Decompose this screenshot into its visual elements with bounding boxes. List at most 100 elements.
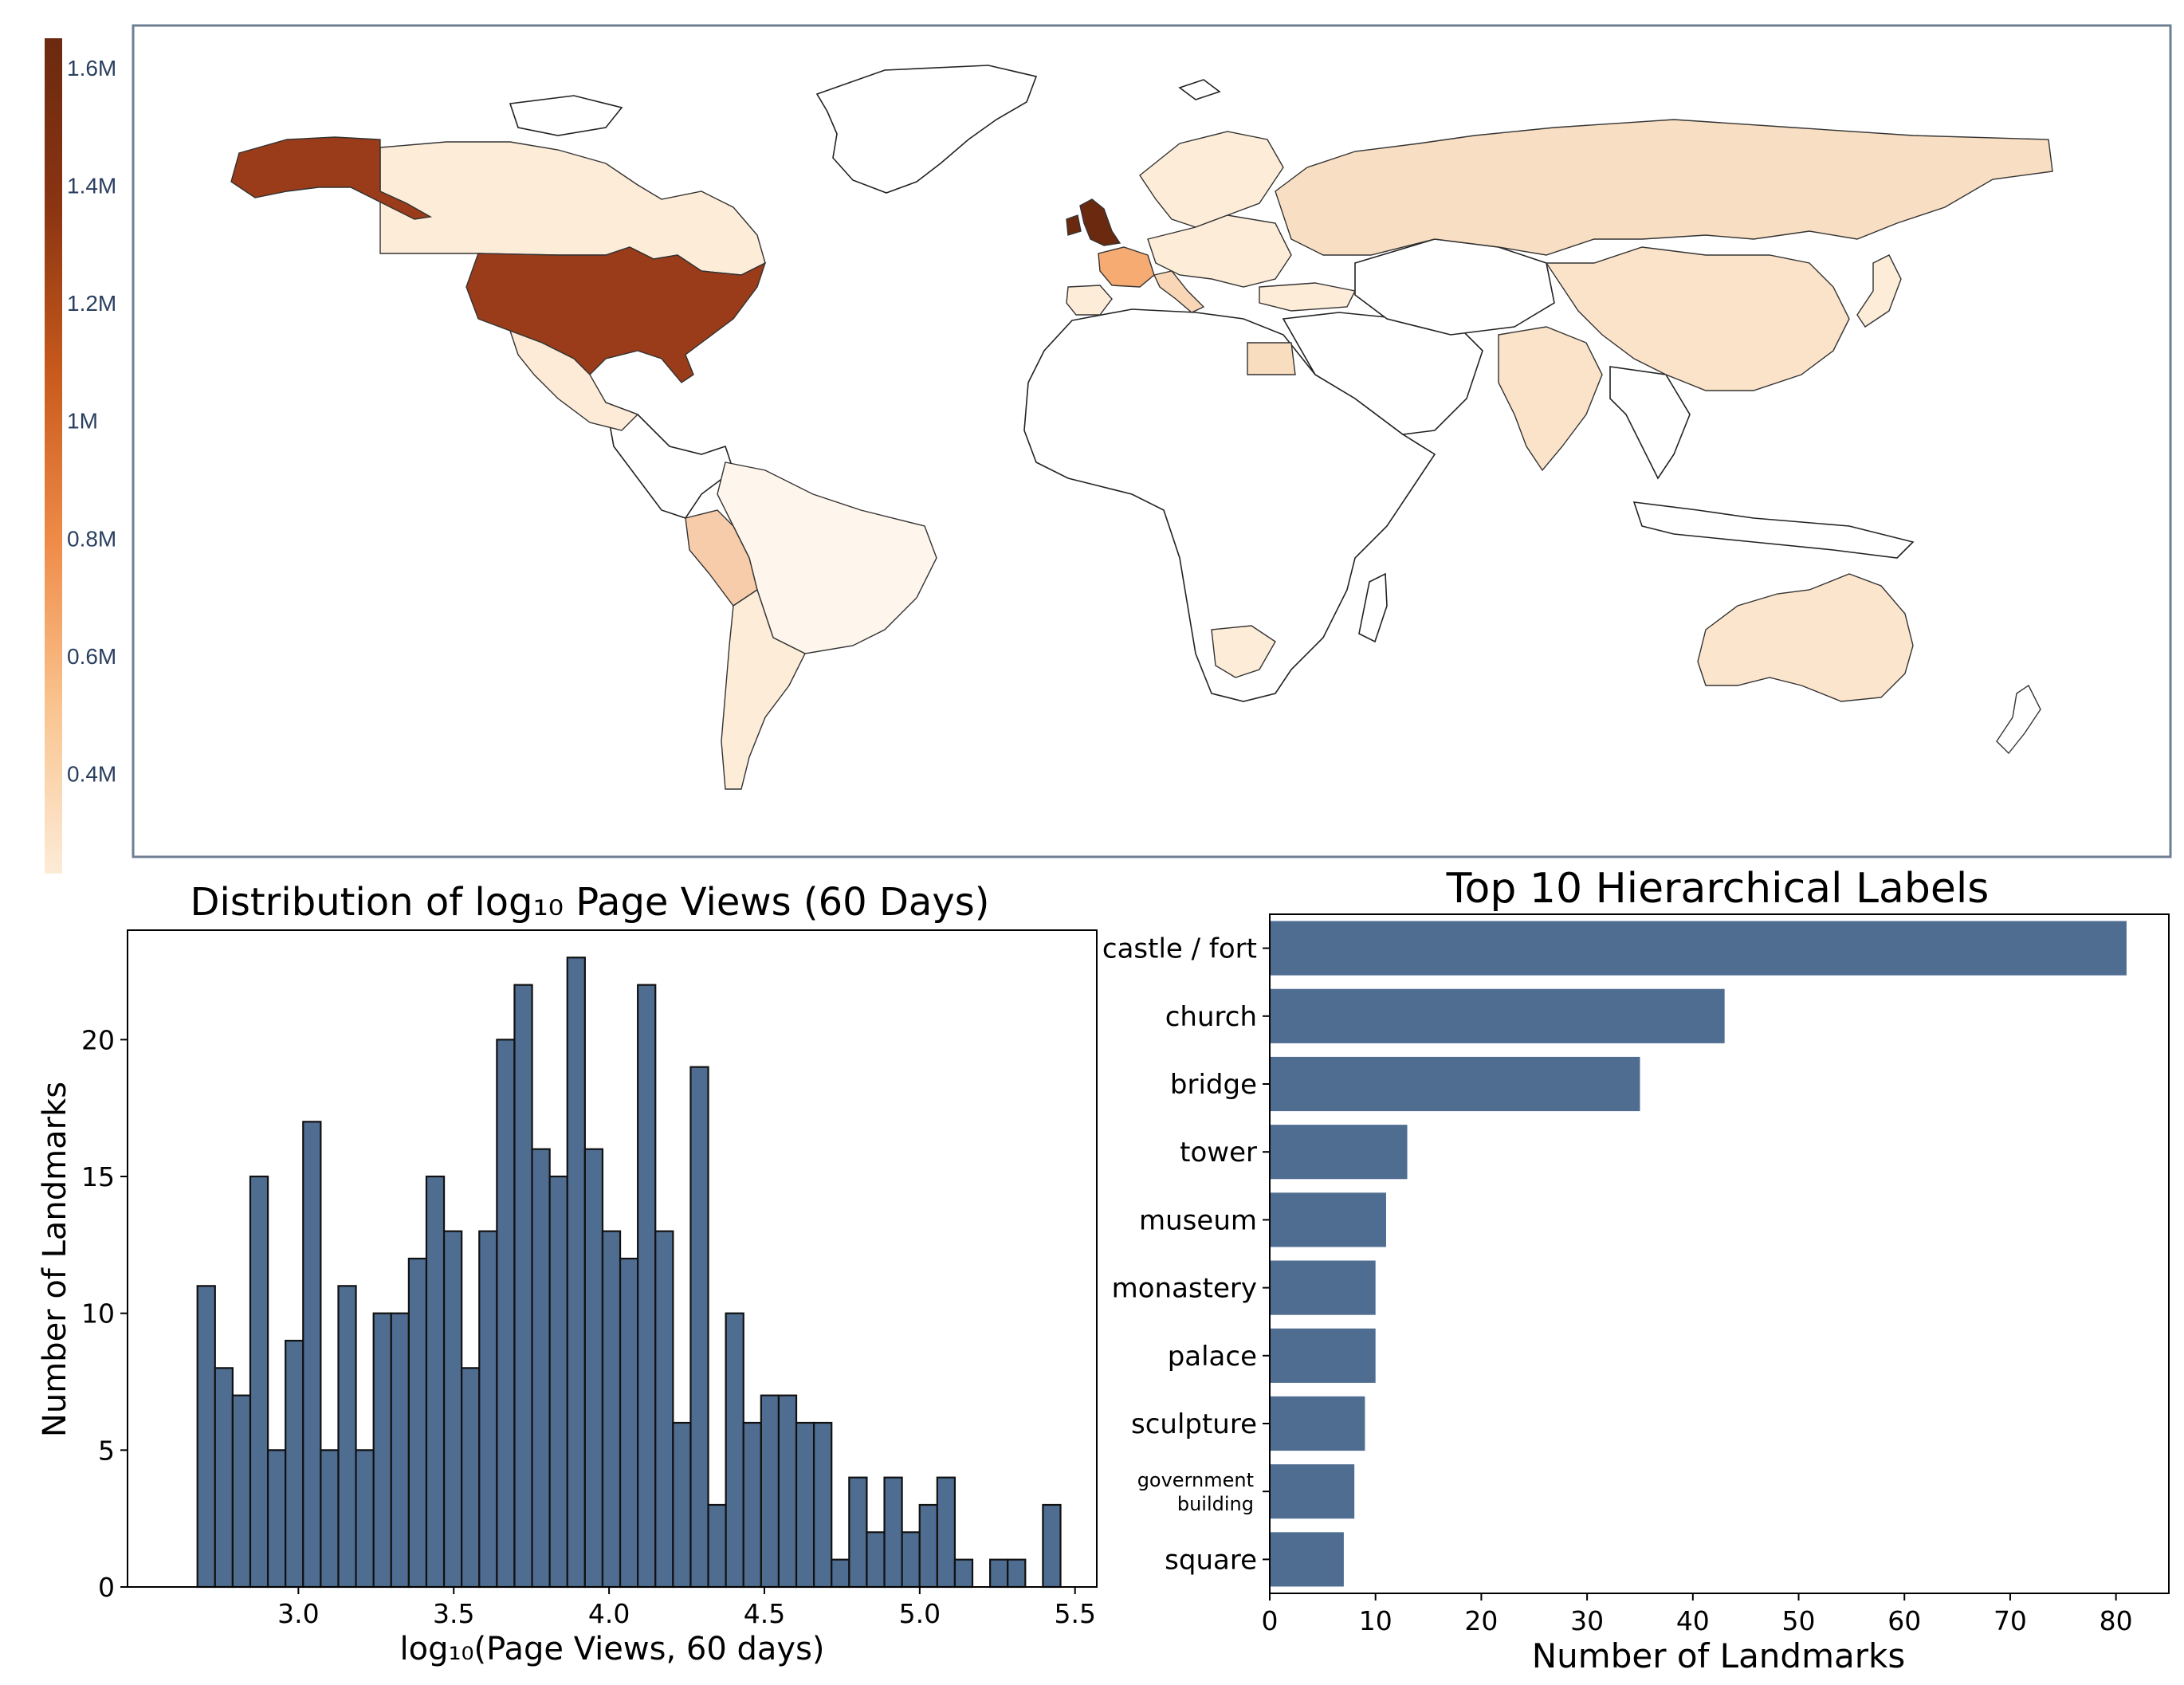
- histogram-bar: [601, 1230, 622, 1589]
- hbar-bar: [1270, 1464, 1355, 1519]
- hbar-panel: Top 10 Hierarchical Labels castle / fort…: [1102, 865, 2170, 1675]
- histogram-panel: Distribution of log₁₀ Page Views (60 Day…: [37, 880, 1098, 1667]
- histogram-bar: [689, 1066, 709, 1589]
- histogram-bar: [566, 956, 586, 1589]
- histogram-bar: [707, 1503, 727, 1589]
- ireland: [1066, 214, 1082, 236]
- hbar-category-label: palace: [1168, 1341, 1257, 1373]
- scandinavia: [1139, 131, 1284, 228]
- hbar-axes-frame: [1269, 913, 2170, 1594]
- histogram-bar: [918, 1503, 938, 1589]
- histogram-bar: [513, 984, 533, 1589]
- hbar-bar: [1270, 1260, 1376, 1315]
- india: [1498, 326, 1603, 472]
- histogram-x-ticks: 3.0 3.5 4.0 4.5 5.0 5.5: [277, 1587, 1096, 1629]
- histogram-y-tick-label: 0: [98, 1572, 115, 1603]
- histogram-y-label: Number of Landmarks: [37, 1082, 73, 1437]
- hbar-category-label: tower: [1180, 1137, 1257, 1169]
- colorbar-tick-label: 0.8M: [67, 526, 116, 551]
- hbar-x-tick-label: 10: [1359, 1605, 1392, 1636]
- histogram-bar: [936, 1476, 956, 1589]
- alaska: [230, 136, 433, 220]
- greenland: [815, 65, 1038, 194]
- histogram-bar: [760, 1394, 780, 1589]
- histogram-x-tick-label: 5.5: [1054, 1598, 1095, 1629]
- histogram-x-label: log₁₀(Page Views, 60 days): [399, 1631, 824, 1667]
- histogram-bar: [442, 1230, 463, 1589]
- histogram-bar: [249, 1175, 269, 1589]
- hbar-category-label: monastery: [1112, 1273, 1257, 1305]
- histogram-bar: [725, 1312, 744, 1589]
- histogram-x-tick-label: 3.0: [277, 1598, 319, 1629]
- histogram-bar: [672, 1421, 692, 1589]
- histogram-bar: [583, 1148, 604, 1589]
- histogram-bar: [654, 1230, 674, 1589]
- histogram-bar: [989, 1558, 1009, 1589]
- hbar-x-tick-label: 20: [1464, 1605, 1498, 1636]
- hbar-bar: [1270, 1532, 1344, 1587]
- histogram-bar: [214, 1367, 234, 1589]
- histogram-bar: [461, 1367, 481, 1589]
- hbar-category-label: government: [1137, 1469, 1254, 1491]
- middle-east: [1282, 312, 1483, 435]
- hbar-bar: [1270, 1328, 1376, 1383]
- histogram-bar: [1042, 1503, 1062, 1589]
- madagascar: [1358, 572, 1388, 643]
- histogram-bar: [953, 1558, 974, 1589]
- colorbar-tick-label: 1.6M: [67, 56, 116, 81]
- united-kingdom: [1079, 198, 1121, 246]
- france: [1098, 246, 1155, 288]
- histogram-bar: [320, 1449, 340, 1589]
- histogram-bar: [795, 1421, 815, 1589]
- hbar-x-tick-label: 60: [1887, 1605, 1921, 1636]
- indonesia: [1632, 501, 1915, 559]
- hbar-category-label: sculpture: [1131, 1408, 1257, 1440]
- histogram-x-tick-label: 5.0: [899, 1598, 941, 1629]
- south-africa: [1211, 625, 1276, 678]
- histogram-bar: [355, 1449, 375, 1589]
- histogram-axes-frame: [127, 929, 1098, 1588]
- china: [1545, 246, 1850, 391]
- landmasses: [509, 65, 1915, 702]
- hbar-category-ticks: castle / fort church bridge tower museum mona…: [1102, 933, 1270, 1576]
- histogram-bar: [831, 1558, 850, 1589]
- histogram-x-tick-label: 3.5: [433, 1598, 474, 1629]
- histogram-bar: [883, 1476, 903, 1589]
- turkey: [1259, 282, 1357, 312]
- hbar-title: Top 10 Hierarchical Labels: [1446, 865, 1990, 913]
- new-zealand: [1996, 684, 2041, 755]
- hbar-bar: [1270, 921, 2127, 976]
- hbar-x-tick-label: 50: [1782, 1605, 1816, 1636]
- colorbar-tick-label: 0.4M: [67, 762, 116, 787]
- hbar-category-label: castle / fort: [1102, 933, 1257, 965]
- colorbar-tick-label: 1.2M: [67, 291, 116, 316]
- histogram-bar: [285, 1339, 304, 1589]
- southeast-asia: [1609, 366, 1691, 480]
- colorbar-ticks: 1.6M 1.4M 1.2M 1M 0.8M 0.6M 0.4M: [67, 56, 116, 787]
- histogram-y-tick-label: 5: [98, 1435, 115, 1466]
- hbar-bar: [1270, 1125, 1408, 1180]
- histogram-bar: [337, 1285, 357, 1589]
- svalbard: [1178, 79, 1221, 100]
- hbar-x-tick-label: 80: [2100, 1605, 2133, 1636]
- arctic-islands: [509, 95, 623, 136]
- hbar-bar: [1270, 988, 1725, 1043]
- hbar-category-label: museum: [1139, 1204, 1257, 1236]
- histogram-bar: [848, 1476, 868, 1589]
- colorbar: 1.6M 1.4M 1.2M 1M 0.8M 0.6M 0.4M: [45, 38, 116, 874]
- hbar-category-label: church: [1165, 1001, 1257, 1033]
- histogram-x-tick-label: 4.0: [588, 1598, 630, 1629]
- histogram-bar: [637, 984, 657, 1589]
- egypt: [1247, 342, 1296, 375]
- hbar-x-ticks: 0 10 20 30 40 50 60 70 80: [1262, 1593, 2133, 1636]
- mexico: [509, 329, 639, 431]
- histogram-bar: [478, 1230, 498, 1589]
- histogram-bar: [901, 1531, 921, 1589]
- hbar-category-label: bridge: [1170, 1069, 1257, 1101]
- hbar-bar: [1270, 1396, 1365, 1451]
- histogram-bar: [390, 1312, 410, 1589]
- histogram-bar: [407, 1257, 428, 1589]
- central-america: [604, 401, 734, 519]
